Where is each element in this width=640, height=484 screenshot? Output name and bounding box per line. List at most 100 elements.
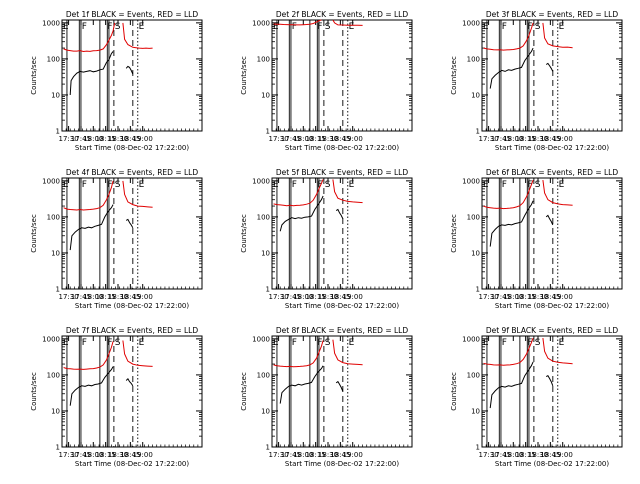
region-label: S (115, 22, 121, 32)
x-tick-label: 17:30 (478, 293, 498, 301)
y-tick-label: 10 (261, 407, 270, 415)
series-events-line (69, 204, 114, 251)
x-axis-label: Start Time (08-Dec-02 17:22:00) (285, 460, 399, 468)
region-label: S (115, 338, 121, 348)
y-tick-label: 100 (257, 371, 270, 379)
y-tick-label: 100 (47, 371, 60, 379)
series-events-line (489, 200, 534, 247)
x-tick-label: 18:15 (516, 293, 536, 301)
x-tick-label: 17:45 (281, 135, 301, 143)
region-label: E (559, 22, 565, 32)
y-axis-label: Counts/sec (450, 214, 458, 253)
x-tick-label: 19:00 (553, 135, 573, 143)
y-tick-label: 1 (476, 286, 480, 294)
plot-frame (61, 335, 203, 448)
x-tick-label: 19:00 (343, 451, 363, 459)
x-tick-label: 18:00 (83, 135, 103, 143)
x-tick-label: 18:15 (96, 293, 116, 301)
y-tick-label: 1 (56, 444, 60, 452)
x-tick-label: 18:30 (108, 451, 128, 459)
series-lld-segment (122, 180, 153, 208)
plot-frame (271, 335, 413, 448)
region-label: F (527, 22, 532, 32)
x-axis-label: Start Time (08-Dec-02 17:22:00) (495, 144, 609, 152)
x-tick-label: 17:30 (478, 451, 498, 459)
region-label: E (273, 180, 279, 190)
region-label: S (115, 180, 121, 190)
x-tick-label: 18:00 (503, 451, 523, 459)
x-tick-label: 17:30 (268, 451, 288, 459)
x-tick-label: 17:45 (281, 451, 301, 459)
panel-det-7f: Det 7f BLACK = Events, RED = LLD 1 10 100 10… (30, 326, 203, 468)
x-tick-label: 18:00 (293, 451, 313, 459)
x-tick-label: 18:30 (528, 451, 548, 459)
region-label: E (139, 180, 145, 190)
x-tick-label: 18:45 (330, 293, 350, 301)
x-tick-label: 18:15 (306, 451, 326, 459)
region-label: F (82, 180, 87, 190)
series-lld-segment (542, 338, 573, 365)
panel-title: Det 6f BLACK = Events, RED = LLD (486, 168, 619, 177)
x-tick-label: 18:30 (318, 135, 338, 143)
y-tick-label: 1000 (462, 335, 480, 343)
series-events-line (69, 366, 114, 406)
region-label: E (349, 180, 355, 190)
series-events-segment (545, 62, 554, 72)
y-axis-label: Counts/sec (30, 372, 38, 411)
series-events-line (279, 365, 324, 404)
y-tick-label: 1000 (462, 177, 480, 185)
region-label: E (559, 338, 565, 348)
region-label: S (535, 180, 541, 190)
y-axis-label: Counts/sec (450, 372, 458, 411)
y-tick-label: 10 (471, 249, 480, 257)
y-tick-label: 1000 (252, 19, 270, 27)
series-events-segment (335, 208, 344, 219)
panel-title: Det 4f BLACK = Events, RED = LLD (66, 168, 199, 177)
panel-title: Det 3f BLACK = Events, RED = LLD (486, 10, 619, 19)
x-axis-label: Start Time (08-Dec-02 17:22:00) (285, 144, 399, 152)
x-axis-label: Start Time (08-Dec-02 17:22:00) (75, 144, 189, 152)
x-tick-label: 18:00 (83, 451, 103, 459)
x-tick-label: 18:00 (503, 135, 523, 143)
x-tick-label: 18:45 (540, 451, 560, 459)
y-tick-label: 10 (51, 249, 60, 257)
x-tick-label: 17:30 (268, 293, 288, 301)
y-tick-label: 100 (467, 371, 480, 379)
region-label: E (483, 180, 489, 190)
plot-frame (61, 19, 203, 132)
region-label: F (502, 180, 507, 190)
region-label: S (535, 22, 541, 32)
x-tick-label: 18:15 (516, 451, 536, 459)
x-tick-label: 18:45 (120, 293, 140, 301)
region-label: E (483, 22, 489, 32)
x-tick-label: 18:45 (540, 135, 560, 143)
panel-title: Det 8f BLACK = Events, RED = LLD (276, 326, 409, 335)
y-tick-label: 100 (47, 55, 60, 63)
x-tick-label: 17:45 (71, 293, 91, 301)
series-lld-segment (122, 22, 153, 49)
y-tick-label: 1000 (252, 177, 270, 185)
region-label: E (63, 180, 69, 190)
x-tick-label: 18:30 (108, 293, 128, 301)
y-tick-label: 1 (476, 128, 480, 136)
x-tick-label: 18:15 (96, 451, 116, 459)
x-tick-label: 17:30 (268, 135, 288, 143)
region-label: E (63, 22, 69, 32)
x-tick-label: 17:30 (478, 135, 498, 143)
panel-title: Det 7f BLACK = Events, RED = LLD (66, 326, 199, 335)
panel-title: Det 5f BLACK = Events, RED = LLD (276, 168, 409, 177)
series-lld-line (273, 179, 324, 207)
panel-title: Det 9f BLACK = Events, RED = LLD (486, 326, 619, 335)
region-label: F (107, 22, 112, 32)
x-tick-label: 18:15 (516, 135, 536, 143)
y-tick-label: 1 (266, 444, 270, 452)
region-label: E (63, 338, 69, 348)
series-lld-segment (542, 180, 573, 206)
y-tick-label: 1000 (462, 19, 480, 27)
x-tick-label: 17:45 (71, 451, 91, 459)
region-label: F (107, 180, 112, 190)
x-tick-label: 18:00 (293, 135, 313, 143)
y-tick-label: 1 (56, 286, 60, 294)
x-axis-label: Start Time (08-Dec-02 17:22:00) (495, 460, 609, 468)
